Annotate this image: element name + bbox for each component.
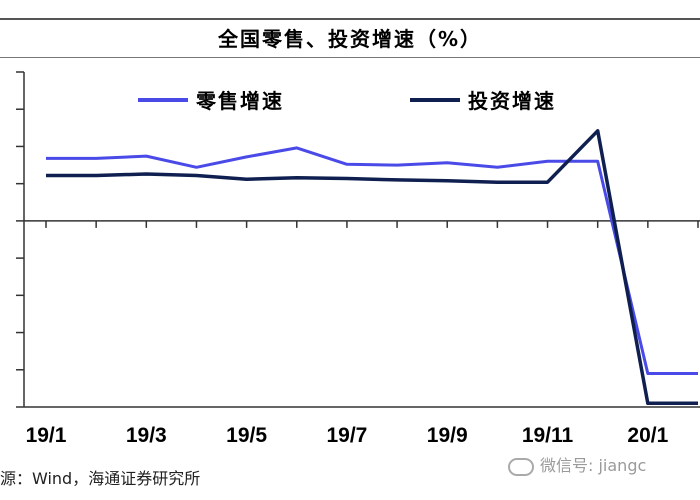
- watermark-text: 微信号: jiangc: [540, 456, 647, 475]
- series-line-investment: [46, 129, 698, 406]
- legend-label-investment: 投资增速: [468, 89, 556, 113]
- x-tick-label: 19/3: [126, 424, 167, 447]
- x-tick-label: 20/1: [627, 424, 668, 447]
- x-tick-label: 19/9: [427, 424, 468, 447]
- series-layer: [46, 129, 698, 406]
- chart-title: 全国零售、投资增速（%）: [217, 27, 483, 51]
- y-ticks: [16, 71, 24, 408]
- title-bar: [0, 18, 700, 58]
- x-tick-label: 19/1: [26, 424, 67, 447]
- wechat-icon: [508, 457, 534, 476]
- line-chart: 19/1 19/3 19/5 19/7 19/9 19/11 20/1 零售增速 投资增速: [16, 71, 700, 447]
- legend: 零售增速 投资增速: [138, 89, 556, 113]
- x-tick-label: 19/7: [326, 424, 367, 447]
- x-ticks: 19/1 19/3 19/5 19/7 19/9 19/11 20/1: [26, 220, 699, 447]
- source-note: 源：Wind，海通证券研究所: [0, 469, 201, 488]
- watermark: 微信号: jiangc: [508, 452, 646, 476]
- legend-label-retail: 零售增速: [195, 89, 284, 113]
- x-tick-label: 19/5: [226, 424, 267, 447]
- series-line-retail: [46, 146, 698, 375]
- x-tick-label: 19/11: [522, 424, 574, 447]
